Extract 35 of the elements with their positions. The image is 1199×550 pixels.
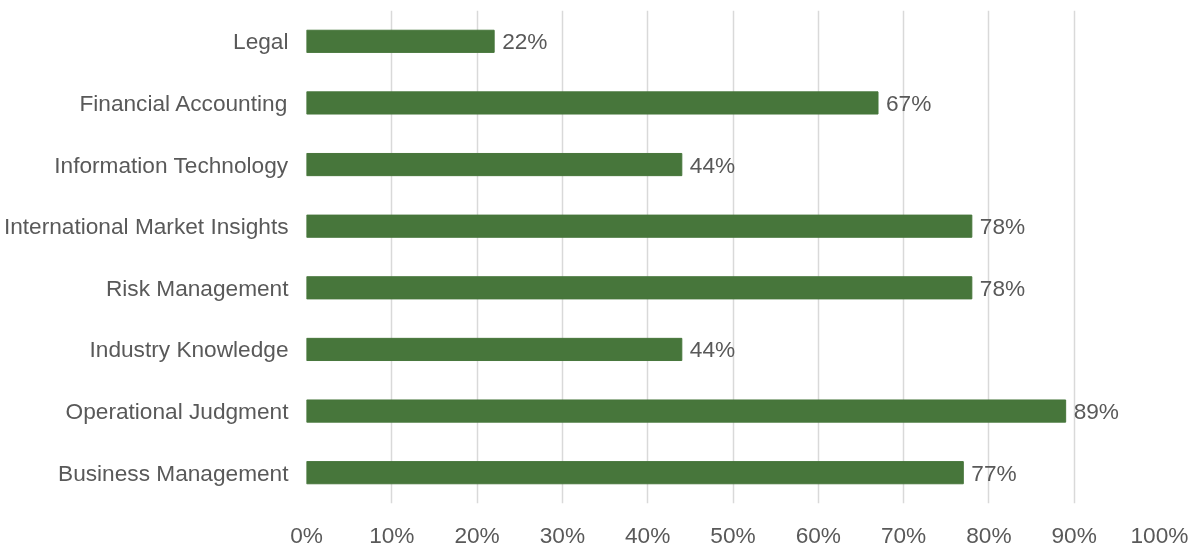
x-tick-label: 100% [1130,521,1189,548]
y-tick-label: Legal [233,28,289,55]
data-label: 78% [979,213,1026,240]
bar [306,276,973,300]
y-tick-label: Information Technology [54,151,289,178]
data-label: 77% [971,459,1017,486]
y-tick-label: Industry Knowledge [89,336,289,363]
data-label: 78% [979,274,1026,301]
bar [306,399,1067,423]
data-label: 44% [689,336,736,363]
data-label: 67% [886,89,932,116]
bar [306,29,495,53]
x-tick-label: 50% [710,521,756,548]
x-tick-label: 70% [880,521,927,548]
y-tick-label: Operational Judgment [65,398,290,425]
bar [306,91,879,115]
x-tick-label: 90% [1051,521,1097,548]
bar [306,461,964,485]
x-tick-label: 60% [795,521,841,548]
bar [306,152,683,177]
x-tick-label: 20% [454,521,500,548]
data-label: 44% [689,151,736,178]
data-label: 89% [1073,398,1120,425]
bar [306,214,973,238]
y-tick-label: Business Management [58,459,290,486]
x-tick-label: 10% [369,521,415,548]
x-tick-label: 30% [539,521,586,548]
x-tick-label: 80% [966,521,1012,548]
y-tick-label: Risk Management [105,274,290,301]
bar [306,337,683,362]
y-tick-label: Financial Accounting [79,89,288,116]
data-label: 22% [502,28,548,55]
y-tick-label: International Market Insights [3,213,289,240]
x-tick-label: 0% [290,521,323,548]
x-tick-label: 40% [625,521,671,548]
